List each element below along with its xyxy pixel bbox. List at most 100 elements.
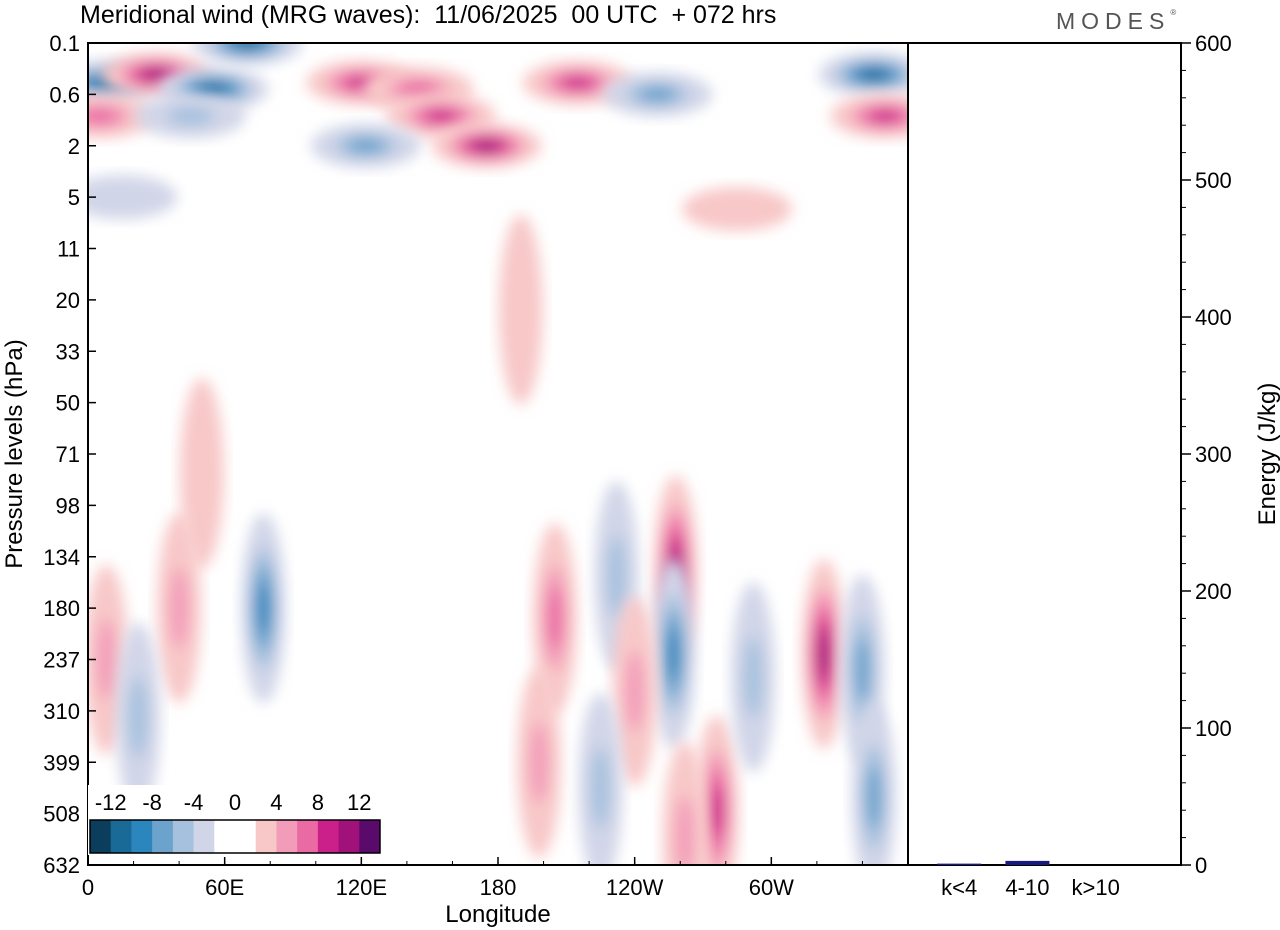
contour-level (710, 784, 723, 837)
contour-level (257, 582, 270, 635)
y-tick-label: 134 (43, 545, 80, 570)
wind-anomaly-blob (386, 94, 497, 139)
contour-level (473, 140, 500, 151)
wind-anomaly-blob (241, 513, 286, 704)
y-tick-label: 11 (57, 237, 80, 262)
colorbar-swatch (193, 820, 215, 853)
colorbar-swatch (131, 820, 153, 853)
colorbar-label: 12 (347, 790, 371, 815)
contour-level (743, 636, 763, 718)
colorbar-label: 8 (312, 790, 324, 815)
contour-level (675, 795, 695, 865)
wind-anomaly-blob (682, 187, 793, 232)
contour-level (200, 84, 226, 95)
contour-level (704, 195, 771, 223)
colorbar-label: -8 (142, 790, 162, 815)
energy-category-label: 4-10 (1005, 875, 1049, 900)
wind-anomaly-blob (498, 214, 543, 405)
wind-anomaly-blob (116, 622, 161, 813)
colorbar-frame (89, 819, 381, 854)
y-tick-label: 508 (43, 802, 80, 827)
contour-level (625, 650, 645, 733)
contour-level (855, 638, 870, 702)
energy-tick-label: 0 (1195, 853, 1207, 878)
colorbar-swatch (214, 820, 236, 853)
wind-anomaly-blob (88, 175, 178, 220)
y-tick-label: 237 (43, 648, 80, 673)
energy-category-label: k<4 (941, 875, 977, 900)
x-axis: 0 60E 120E 180 120W 60W (82, 857, 863, 900)
wind-anomaly-blob (88, 94, 155, 139)
contour-level (562, 76, 593, 89)
wind-anomaly-blob (851, 702, 896, 865)
contour-level (426, 110, 457, 123)
contour-level (866, 765, 882, 829)
right-plot-frame (907, 42, 1182, 866)
wind-anomaly-blob (602, 72, 713, 117)
wind-anomaly-blob (157, 513, 202, 704)
colorbar-swatch (359, 820, 381, 853)
energy-tick-label: 200 (1195, 579, 1232, 604)
contour-level (96, 618, 116, 701)
wind-anomaly-blob (612, 596, 657, 787)
contour-level (529, 722, 549, 804)
colorbar-swatch (90, 820, 112, 853)
contour-level (169, 567, 189, 649)
y-tick-label: 5 (68, 185, 80, 210)
energy-bar (937, 863, 982, 865)
contour-level (870, 110, 901, 123)
y-tick-label: 2 (68, 134, 80, 159)
contour-level (166, 106, 215, 126)
wind-anomaly-blob (651, 558, 696, 749)
chart-title: Meridional wind (MRG waves): 11/06/2025 … (80, 1, 777, 29)
colorbar: -12 -8 -4 0 4 8 12 (88, 785, 382, 855)
wind-anomaly-blob (179, 378, 224, 569)
y-tick-label: 0.6 (49, 82, 80, 107)
contour-level (188, 416, 216, 531)
energy-axis-title: Energy (J/kg) (1254, 383, 1280, 526)
colorbar-swatch (235, 820, 257, 853)
contour-level (591, 747, 610, 829)
modes-logo: MODES® (1056, 8, 1177, 34)
y-tick-label: 0.1 (49, 31, 80, 56)
wind-anomaly-blob (578, 692, 623, 865)
y-tick-label: 310 (43, 699, 80, 724)
energy-axis: 0 100 200 300 400 500 600 (1181, 31, 1232, 878)
colorbar-swatch (338, 820, 360, 853)
x-axis-title: Longitude (445, 901, 550, 928)
wind-anomaly-blob (662, 741, 707, 865)
energy-tick-label: 500 (1195, 168, 1232, 193)
wind-anomaly-blob (818, 52, 908, 97)
energy-category-label: k>10 (1072, 875, 1120, 900)
x-tick-label: 0 (82, 875, 94, 900)
x-tick-label: 120W (606, 875, 664, 900)
contour-level (607, 535, 626, 618)
contour-level (88, 108, 118, 124)
colorbar-swatch (152, 820, 174, 853)
contour-level (347, 138, 385, 154)
colorbar-swatch (172, 820, 195, 853)
y-axis: 0.1 0.6 2 5 11 20 33 50 71 98 134 180 237 310 399 508 63… (43, 31, 96, 878)
energy-bars: k<4 4-10 k>10 (937, 860, 1120, 900)
colorbar-swatch (110, 820, 132, 853)
energy-tick-label: 600 (1195, 31, 1232, 56)
wind-anomaly-blob (517, 667, 561, 858)
contour-level (143, 69, 170, 80)
x-tick-label: 60E (205, 875, 244, 900)
y-tick-label: 20 (56, 288, 80, 313)
wind-anomaly-blob (135, 94, 246, 139)
wind-anomaly-blob (431, 123, 542, 168)
energy-bar (1005, 860, 1050, 865)
wind-anomaly-blob (310, 123, 421, 168)
wind-anomaly-blob (801, 558, 846, 749)
energy-tick-label: 100 (1195, 716, 1232, 741)
energy-tick-label: 300 (1195, 442, 1232, 467)
y-tick-label: 50 (56, 391, 80, 416)
colorbar-swatch (297, 820, 319, 853)
contour-level (399, 81, 437, 97)
y-tick-label: 180 (43, 596, 80, 621)
y-axis-title: Pressure levels (hPa) (1, 339, 28, 568)
energy-tick-label: 400 (1195, 305, 1232, 330)
y-tick-label: 33 (56, 339, 80, 364)
contour-level (861, 69, 887, 80)
